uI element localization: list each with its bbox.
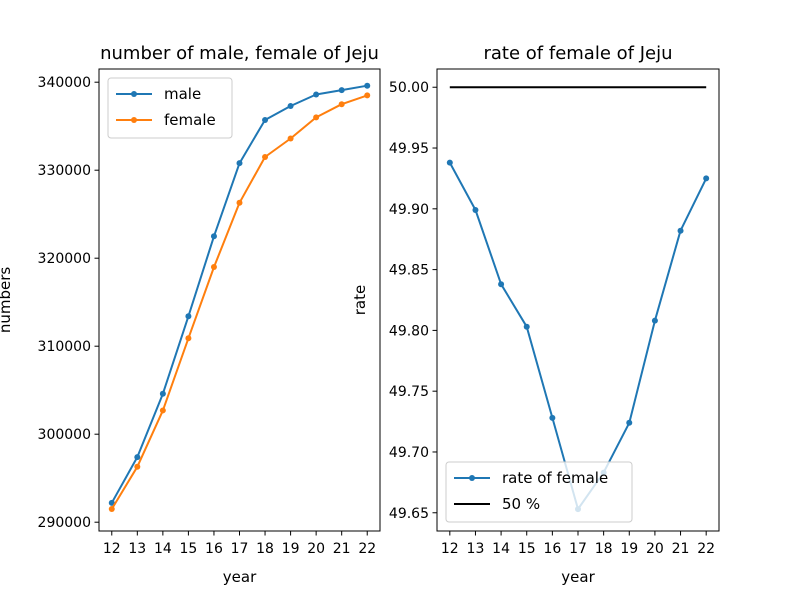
legend: male female bbox=[107, 77, 233, 139]
x-tick-label: 21 bbox=[333, 541, 351, 557]
x-tick-label: 16 bbox=[205, 541, 223, 557]
chart-panel-1: number of male, female of Jeju 12 13 14 15 16… bbox=[0, 43, 381, 586]
data-point bbox=[498, 281, 505, 288]
legend-marker bbox=[131, 91, 137, 97]
x-tick-label: 17 bbox=[569, 541, 587, 557]
x-tick-label: 16 bbox=[543, 541, 561, 557]
data-point bbox=[626, 419, 633, 426]
y-tick-label: 300000 bbox=[38, 427, 91, 443]
data-point bbox=[677, 227, 684, 234]
x-tick-label: 13 bbox=[128, 541, 146, 557]
y-tick-label: 320000 bbox=[38, 251, 91, 267]
data-point bbox=[549, 414, 556, 421]
data-point bbox=[523, 323, 530, 330]
data-point bbox=[338, 87, 345, 94]
data-point bbox=[262, 117, 269, 124]
chart-title: number of male, female of Jeju bbox=[100, 43, 379, 64]
x-tick-label: 18 bbox=[595, 541, 613, 557]
x-tick-label: 20 bbox=[307, 541, 325, 557]
chart-panel-2: rate of female of Jeju 12 13 14 15 16 17 18 19 20… bbox=[351, 43, 720, 586]
legend-marker bbox=[131, 117, 137, 123]
legend-label: 50 % bbox=[502, 495, 540, 513]
data-point bbox=[236, 160, 243, 167]
y-tick-label: 290000 bbox=[38, 515, 91, 531]
x-tick-label: 18 bbox=[256, 541, 274, 557]
y-tick-label: 330000 bbox=[38, 163, 91, 179]
data-point bbox=[364, 82, 371, 89]
data-point bbox=[108, 499, 115, 506]
data-point bbox=[210, 264, 217, 270]
legend-label: female bbox=[164, 111, 216, 129]
legend-label: male bbox=[164, 85, 201, 103]
data-point bbox=[134, 454, 141, 461]
data-point bbox=[185, 313, 192, 320]
legend-label: rate of female bbox=[502, 469, 608, 487]
data-point bbox=[185, 335, 192, 342]
y-tick-label: 50.00 bbox=[389, 80, 429, 96]
data-point bbox=[313, 114, 320, 121]
x-tick-label: 22 bbox=[358, 541, 376, 557]
x-tick-label: 22 bbox=[697, 541, 715, 557]
legend-marker bbox=[469, 475, 475, 481]
data-point bbox=[159, 407, 166, 414]
data-point bbox=[262, 154, 269, 160]
x-axis-label: year bbox=[223, 568, 257, 586]
plot-frame bbox=[98, 68, 381, 532]
x-tick-label: 15 bbox=[179, 541, 197, 557]
data-point bbox=[703, 175, 710, 182]
y-tick-label: 49.85 bbox=[389, 263, 429, 279]
legend-box bbox=[445, 461, 633, 523]
y-tick-label: 340000 bbox=[38, 75, 91, 91]
chart-title: rate of female of Jeju bbox=[484, 43, 673, 64]
plot-frame bbox=[436, 68, 720, 532]
data-point bbox=[651, 317, 658, 324]
x-tick-label: 21 bbox=[672, 541, 690, 557]
series-line-2 bbox=[110, 94, 368, 510]
y-tick-label: 310000 bbox=[38, 339, 91, 355]
x-tick-label: 19 bbox=[282, 541, 300, 557]
y-tick-label: 49.80 bbox=[389, 323, 429, 339]
data-point bbox=[210, 233, 217, 240]
data-point bbox=[159, 390, 166, 397]
y-axis-label: rate bbox=[351, 285, 369, 315]
x-tick-label: 15 bbox=[518, 541, 536, 557]
x-tick-label: 14 bbox=[492, 541, 510, 557]
data-point bbox=[313, 91, 320, 98]
data-point bbox=[287, 102, 294, 109]
data-point bbox=[338, 101, 345, 108]
data-point bbox=[134, 463, 141, 470]
data-point bbox=[287, 135, 294, 142]
legend: rate of female 50 % bbox=[445, 461, 633, 523]
x-tick-label: 17 bbox=[231, 541, 249, 557]
y-tick-label: 49.90 bbox=[389, 202, 429, 218]
data-point bbox=[472, 207, 479, 214]
data-point bbox=[236, 199, 243, 206]
x-tick-label: 12 bbox=[103, 541, 121, 557]
y-tick-label: 49.65 bbox=[389, 506, 429, 522]
x-tick-label: 14 bbox=[154, 541, 172, 557]
data-point bbox=[446, 159, 453, 166]
y-tick-label: 49.70 bbox=[389, 445, 429, 461]
x-tick-label: 12 bbox=[441, 541, 459, 557]
data-point bbox=[108, 506, 115, 512]
x-tick-label: 19 bbox=[620, 541, 638, 557]
y-tick-label: 49.95 bbox=[389, 141, 429, 157]
y-axis-label: numbers bbox=[0, 267, 14, 334]
series-line-1 bbox=[448, 162, 708, 511]
data-point bbox=[364, 92, 371, 99]
x-axis-label: year bbox=[561, 568, 595, 586]
x-tick-label: 13 bbox=[467, 541, 485, 557]
y-tick-label: 49.75 bbox=[389, 384, 429, 400]
x-tick-label: 20 bbox=[646, 541, 664, 557]
